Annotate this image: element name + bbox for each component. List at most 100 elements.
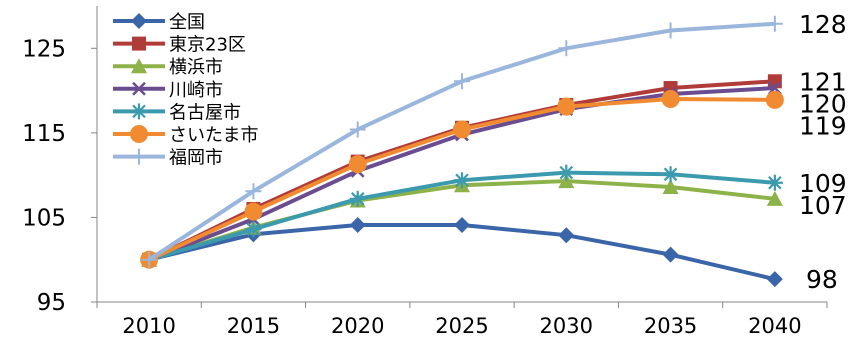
- legend-item: 福岡市: [113, 148, 223, 169]
- data-point-shape: [453, 120, 471, 139]
- data-point-shape: [558, 227, 575, 244]
- data-point-shape: [454, 172, 470, 189]
- legend-item: 名古屋市: [113, 102, 241, 123]
- legend-label: 名古屋市: [169, 102, 241, 123]
- legend-item: 川崎市: [113, 80, 223, 101]
- legend-marker: [131, 13, 147, 29]
- data-point-shape: [245, 183, 262, 200]
- data-point: [662, 166, 679, 183]
- y-tick-label: 95: [37, 290, 66, 316]
- legend-marker-shape: [131, 13, 147, 29]
- legend-label: 横浜市: [169, 57, 223, 78]
- x-tick-label: 2010: [122, 314, 175, 338]
- axes: 95 105 115 125 2010 2015 2020 2025 2030 2035 2040: [22, 6, 828, 338]
- data-point: [662, 178, 679, 194]
- x-tick-label: 2025: [435, 314, 488, 338]
- data-point: [661, 90, 680, 109]
- data-point: [454, 217, 470, 234]
- data-point: [766, 174, 783, 191]
- data-point-shape: [662, 246, 679, 263]
- data-point-shape: [348, 155, 367, 174]
- legend-marker-shape: [132, 81, 146, 96]
- data-point: [662, 22, 679, 39]
- end-value-label: 98: [806, 265, 838, 294]
- end-value-label: 120: [799, 89, 847, 118]
- end-value-label: 121: [799, 67, 847, 96]
- data-point-shape: [349, 121, 366, 138]
- data-point: [766, 271, 783, 288]
- series-4: [141, 164, 783, 268]
- legend-marker-shape: [131, 148, 147, 165]
- y-tick-label: 125: [22, 36, 66, 62]
- data-point: [245, 183, 262, 200]
- data-point-shape: [454, 217, 470, 234]
- data-point: [557, 97, 576, 116]
- legend-marker-shape: [131, 103, 147, 120]
- data-point: [349, 217, 366, 234]
- legend-item: 全国: [113, 12, 205, 33]
- data-point-shape: [349, 217, 366, 234]
- data-point: [558, 40, 575, 57]
- legend-marker: [131, 103, 147, 120]
- data-point: [558, 227, 575, 244]
- data-point: [454, 172, 470, 189]
- data-point-shape: [766, 271, 783, 288]
- data-point: [662, 246, 679, 263]
- legend-marker-shape: [132, 36, 146, 51]
- data-point: [558, 164, 575, 181]
- x-tick-label: 2030: [540, 314, 593, 338]
- legend-label: さいたま市: [169, 125, 258, 146]
- data-point-shape: [766, 190, 783, 206]
- data-point-shape: [245, 221, 262, 238]
- legend-item: 東京23区: [113, 35, 246, 56]
- legend-marker: [132, 81, 146, 96]
- data-point: [767, 74, 782, 89]
- data-point: [453, 120, 471, 139]
- legend-label: 全国: [169, 12, 205, 33]
- legend-marker: [130, 125, 148, 143]
- data-point-shape: [557, 97, 576, 116]
- legend-label: 福岡市: [169, 148, 223, 169]
- data-point-shape: [766, 174, 783, 191]
- data-point: [348, 155, 367, 174]
- data-point-shape: [662, 22, 679, 39]
- data-point-shape: [765, 90, 784, 109]
- legend-item: 横浜市: [113, 57, 223, 78]
- data-point: [766, 190, 783, 206]
- x-tick-label: 2015: [227, 314, 280, 338]
- data-point-shape: [141, 251, 158, 268]
- data-point-shape: [662, 166, 679, 183]
- legend-marker: [131, 58, 147, 74]
- x-tick-label: 2020: [331, 314, 384, 338]
- y-tick-label: 105: [22, 205, 66, 231]
- legend-marker-shape: [131, 58, 147, 74]
- end-value-label: 128: [799, 10, 847, 39]
- legend-item: さいたま市: [113, 125, 258, 146]
- data-point: [141, 251, 158, 268]
- data-point: [244, 202, 263, 221]
- data-point: [245, 221, 262, 238]
- series-6: [141, 15, 783, 268]
- data-point: [349, 190, 366, 207]
- data-point-shape: [662, 178, 679, 194]
- data-point-shape: [454, 73, 470, 90]
- legend-marker: [132, 36, 146, 51]
- data-point: [349, 121, 366, 138]
- end-value-label: 107: [799, 191, 847, 220]
- legend-marker: [131, 148, 147, 165]
- end-value-label: 119: [799, 111, 847, 140]
- y-tick-label: 115: [22, 121, 66, 147]
- data-point-shape: [766, 15, 783, 32]
- data-point-shape: [661, 90, 680, 109]
- legend-label: 川崎市: [169, 80, 223, 101]
- series-layer: [140, 15, 784, 288]
- data-point: [766, 15, 783, 32]
- data-point-shape: [244, 202, 263, 221]
- x-tick-label: 2040: [748, 314, 801, 338]
- data-point-shape: [558, 40, 575, 57]
- end-value-label: 109: [799, 169, 847, 198]
- data-point: [765, 90, 784, 109]
